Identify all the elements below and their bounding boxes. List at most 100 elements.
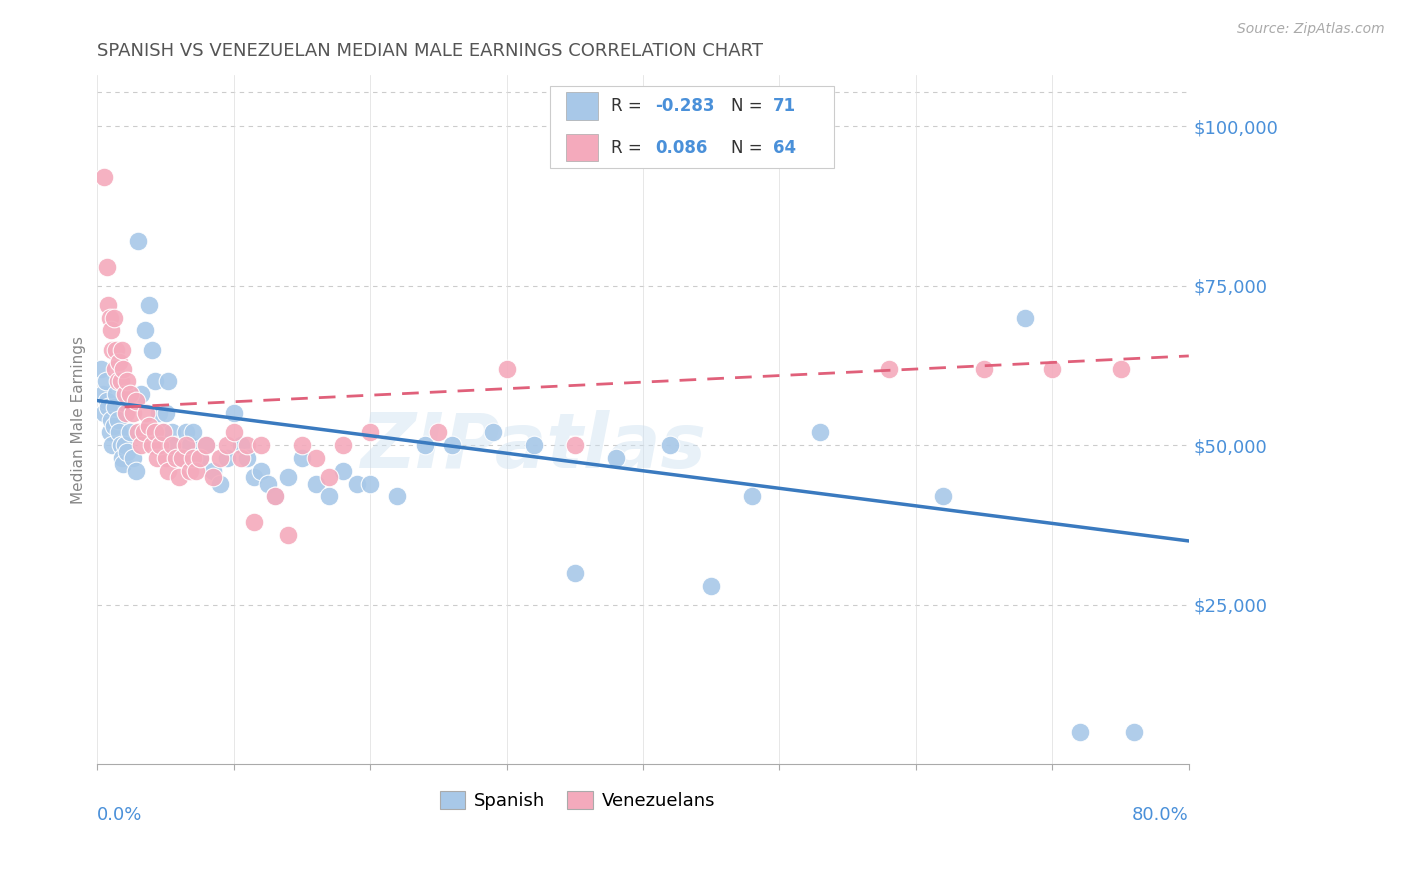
Point xyxy=(413,438,436,452)
Point xyxy=(107,375,129,389)
Point xyxy=(277,527,299,541)
Point xyxy=(108,355,131,369)
Point xyxy=(332,438,354,452)
Point xyxy=(195,438,218,452)
Point xyxy=(1014,310,1036,325)
Text: ZIPatlas: ZIPatlas xyxy=(361,410,707,484)
Point xyxy=(141,343,163,357)
Point xyxy=(236,438,259,452)
Point xyxy=(108,425,131,440)
Point xyxy=(104,361,127,376)
Point xyxy=(179,464,201,478)
Point xyxy=(124,393,146,408)
Point xyxy=(105,343,128,357)
Point xyxy=(181,425,204,440)
Point xyxy=(700,579,723,593)
Point xyxy=(93,170,115,185)
Point xyxy=(359,476,381,491)
Point xyxy=(291,438,314,452)
Point xyxy=(155,406,177,420)
Point xyxy=(179,438,201,452)
Point xyxy=(143,375,166,389)
Point xyxy=(134,323,156,337)
Point xyxy=(188,450,211,465)
Point xyxy=(263,489,285,503)
Text: N =: N = xyxy=(731,97,768,115)
Point xyxy=(167,470,190,484)
Point xyxy=(146,450,169,465)
Point xyxy=(120,425,142,440)
Point xyxy=(250,464,273,478)
Point xyxy=(157,464,180,478)
Point xyxy=(135,406,157,420)
Point xyxy=(482,425,505,440)
Point xyxy=(96,393,118,408)
Point xyxy=(229,438,252,452)
Point xyxy=(1040,361,1063,376)
Point xyxy=(96,260,118,274)
Text: 0.086: 0.086 xyxy=(655,138,707,157)
Point xyxy=(564,438,586,452)
Point xyxy=(1109,361,1132,376)
Point xyxy=(932,489,955,503)
Point xyxy=(346,476,368,491)
Point xyxy=(304,476,326,491)
Point xyxy=(162,438,184,452)
Y-axis label: Median Male Earnings: Median Male Earnings xyxy=(72,335,86,504)
Point xyxy=(93,406,115,420)
Point xyxy=(143,425,166,440)
Point xyxy=(101,438,124,452)
Point xyxy=(103,419,125,434)
Point xyxy=(138,419,160,434)
Point xyxy=(202,464,225,478)
Point xyxy=(101,343,124,357)
Point xyxy=(91,387,114,401)
Text: 71: 71 xyxy=(773,97,796,115)
Point xyxy=(810,425,832,440)
Point xyxy=(112,361,135,376)
Point xyxy=(103,310,125,325)
Point xyxy=(124,464,146,478)
Point xyxy=(170,450,193,465)
Point xyxy=(215,438,238,452)
Text: -0.283: -0.283 xyxy=(655,97,714,115)
Text: Source: ZipAtlas.com: Source: ZipAtlas.com xyxy=(1237,22,1385,37)
Point xyxy=(129,387,152,401)
Point xyxy=(141,438,163,452)
Point xyxy=(155,450,177,465)
Text: R =: R = xyxy=(612,138,647,157)
Point xyxy=(304,450,326,465)
Point xyxy=(166,438,188,452)
Point xyxy=(148,406,170,420)
Point xyxy=(110,438,132,452)
Text: 80.0%: 80.0% xyxy=(1132,805,1189,823)
Point xyxy=(215,450,238,465)
Point xyxy=(105,387,128,401)
Point xyxy=(90,361,112,376)
Point xyxy=(100,323,122,337)
Point xyxy=(209,476,232,491)
Point xyxy=(222,425,245,440)
Point xyxy=(162,425,184,440)
Point xyxy=(263,489,285,503)
Text: N =: N = xyxy=(731,138,768,157)
Point xyxy=(441,438,464,452)
Point xyxy=(166,450,188,465)
Point xyxy=(157,375,180,389)
Point xyxy=(229,450,252,465)
Point xyxy=(318,489,340,503)
Point xyxy=(110,375,132,389)
Point xyxy=(877,361,900,376)
Point xyxy=(605,450,627,465)
Point xyxy=(222,406,245,420)
Point xyxy=(121,406,143,420)
Legend: Spanish, Venezuelans: Spanish, Venezuelans xyxy=(433,784,723,817)
Point xyxy=(188,450,211,465)
Point xyxy=(127,425,149,440)
Point xyxy=(120,387,142,401)
Point xyxy=(94,375,117,389)
Point xyxy=(111,343,134,357)
Point xyxy=(114,387,136,401)
Point xyxy=(127,234,149,248)
Point xyxy=(98,310,121,325)
